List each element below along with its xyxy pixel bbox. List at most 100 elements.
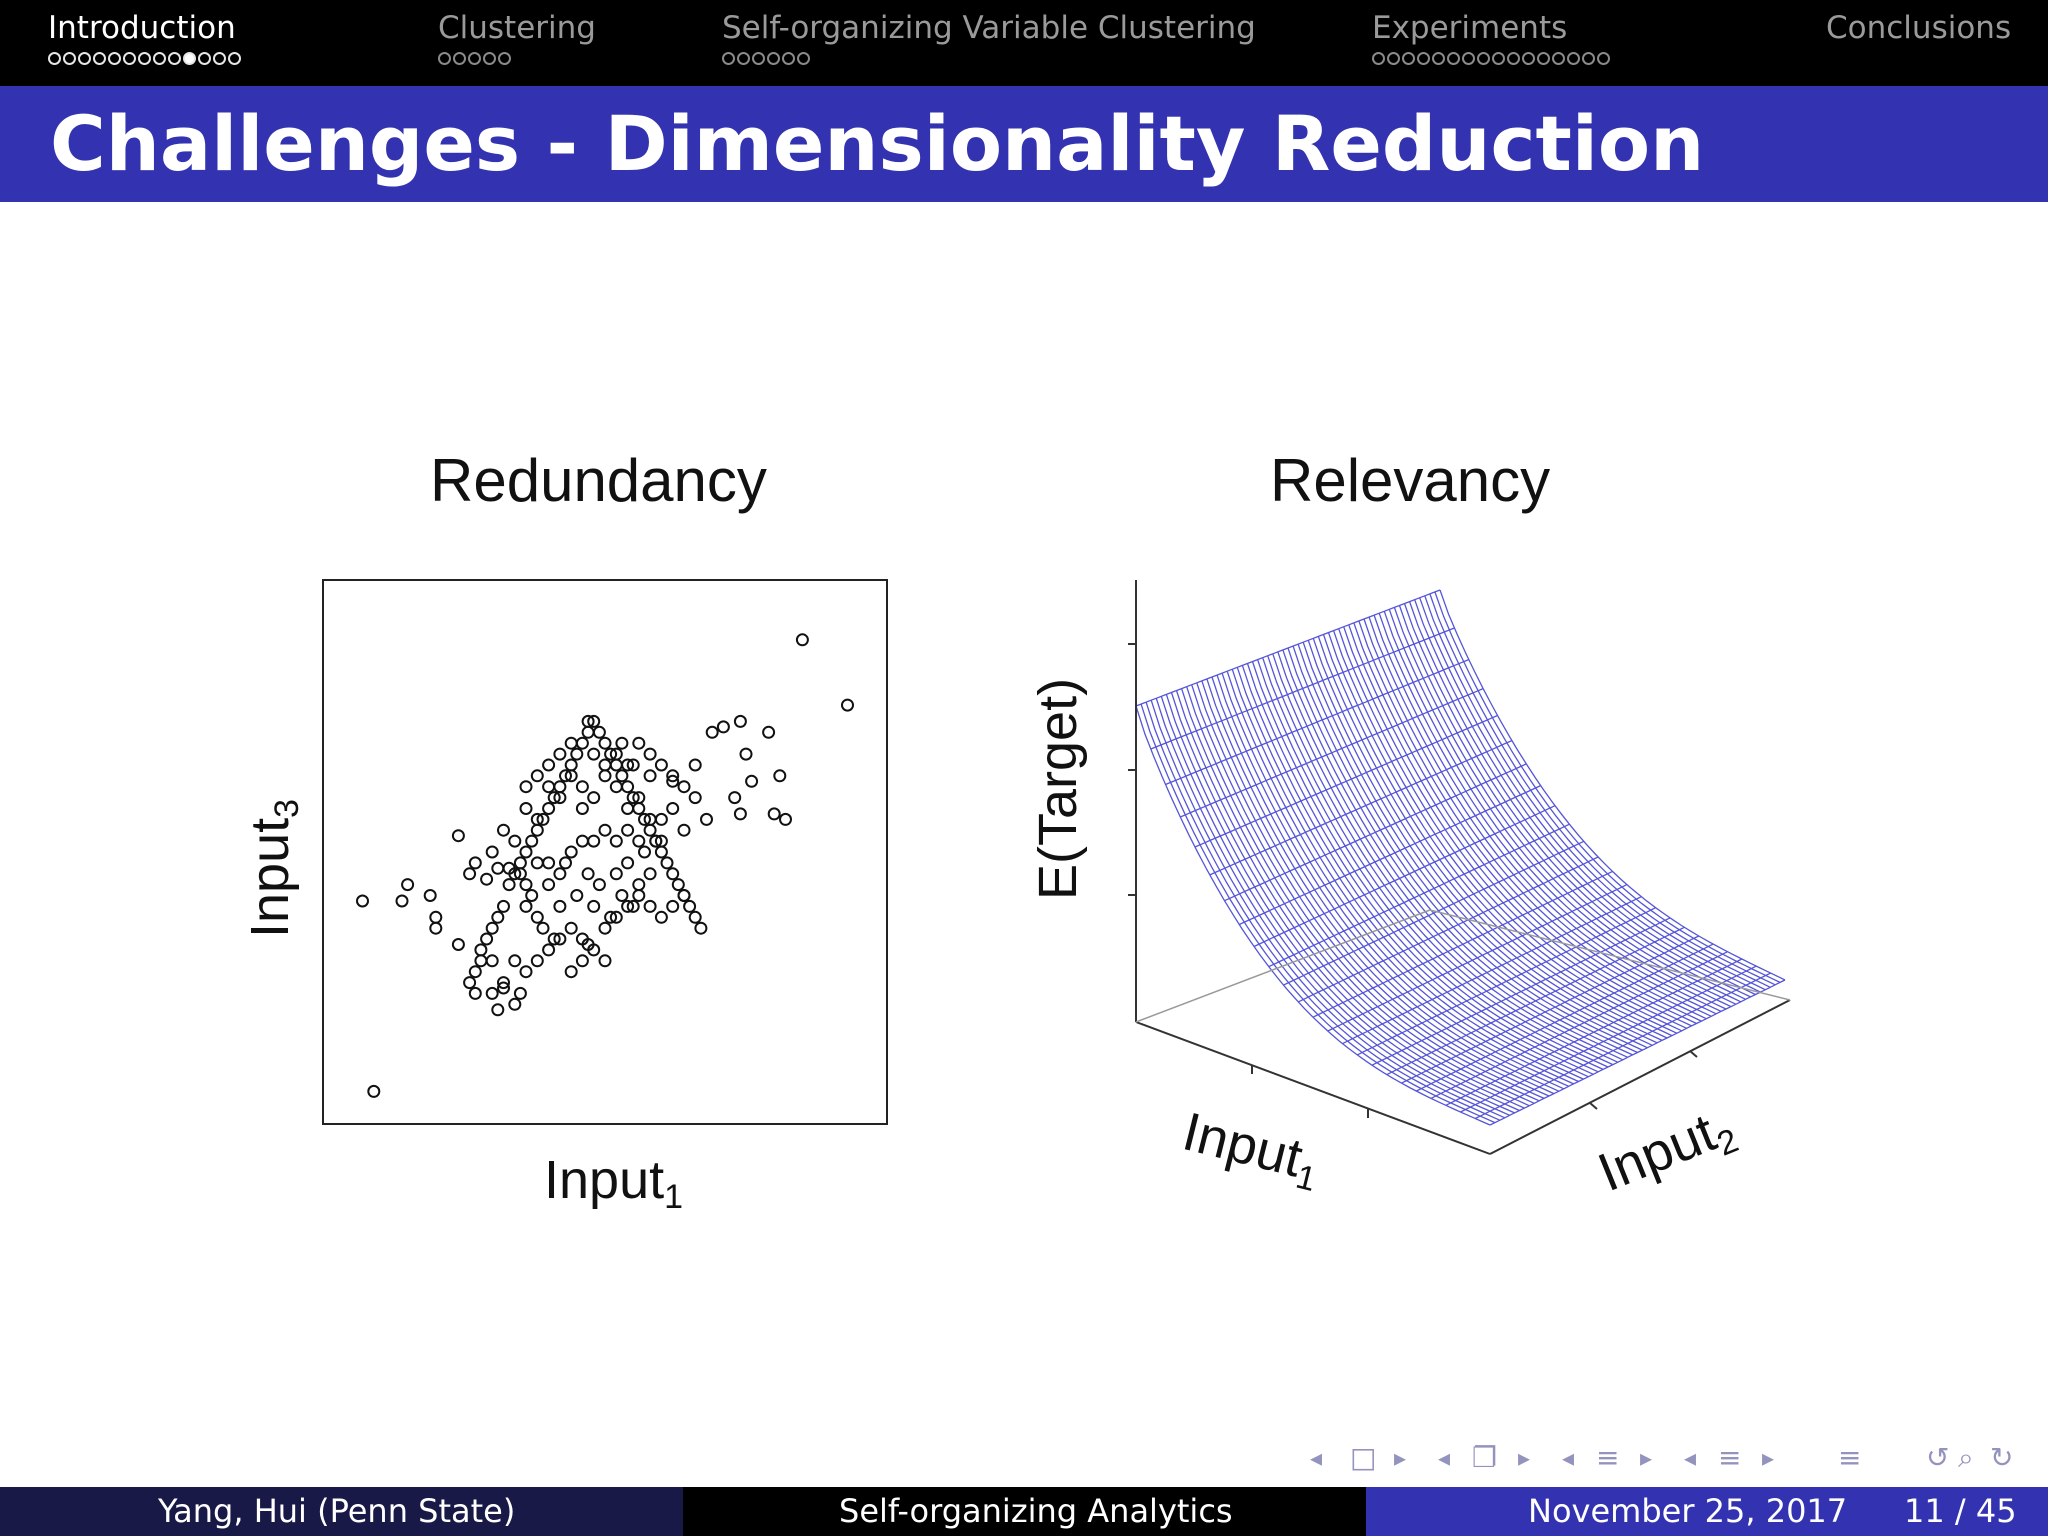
scatter-point <box>773 769 787 783</box>
nav-section-label[interactable]: Introduction <box>48 10 236 46</box>
footer-author: Yang, Hui (Penn State) <box>158 1492 516 1530</box>
nav-frame-dot[interactable] <box>737 52 750 65</box>
scatter-point <box>688 910 702 924</box>
nav-section-label[interactable]: Experiments <box>1372 10 1568 46</box>
nav-frame-dot[interactable] <box>468 52 481 65</box>
nav-frame-dot[interactable] <box>1387 52 1400 65</box>
surface-y-label-text: Input2 <box>1590 1095 1744 1208</box>
nav-frame-dot[interactable] <box>123 52 136 65</box>
scatter-point <box>401 878 415 892</box>
nav-section-label[interactable]: Conclusions <box>1826 10 2012 46</box>
scatter-point <box>497 981 510 995</box>
nav-frame-dot[interactable] <box>1492 52 1505 65</box>
nav-frame-dot[interactable] <box>93 52 106 65</box>
scatter-point <box>536 812 550 826</box>
nav-next-frame-icon[interactable]: ▸ <box>1518 1444 1531 1472</box>
scatter-point <box>632 889 646 902</box>
scatter-point <box>728 791 742 805</box>
nav-section-introduction[interactable]: Introduction <box>48 8 243 74</box>
footer-title-box: Self-organizing Analytics <box>683 1487 1366 1536</box>
nav-prev-section-icon[interactable]: ◂ <box>1684 1444 1697 1472</box>
nav-frame-dot[interactable] <box>438 52 451 65</box>
nav-frame-dot[interactable] <box>228 52 241 65</box>
nav-next-subsection-icon[interactable]: ▸ <box>1640 1444 1653 1472</box>
scatter-point <box>468 856 482 870</box>
nav-frame-dot[interactable] <box>752 52 765 65</box>
nav-prev-slide-icon[interactable]: ◂ <box>1310 1444 1323 1472</box>
scatter-point <box>508 834 522 848</box>
forward-icon[interactable]: ↻ <box>1990 1441 2014 1474</box>
nav-frame-dot[interactable] <box>722 52 735 65</box>
section-icon[interactable]: ≡ <box>1718 1441 1742 1474</box>
scatter-point <box>779 812 792 826</box>
nav-next-slide-icon[interactable]: ▸ <box>1394 1444 1407 1472</box>
nav-section-label[interactable]: Clustering <box>438 10 596 46</box>
nav-frame-dot[interactable] <box>78 52 91 65</box>
nav-frame-dot[interactable] <box>1567 52 1580 65</box>
nav-frame-dot[interactable] <box>1522 52 1535 65</box>
nav-section-experiments[interactable]: Experiments <box>1372 8 1612 74</box>
nav-frame-dot[interactable] <box>1372 52 1385 65</box>
nav-next-section-icon[interactable]: ▸ <box>1762 1444 1775 1472</box>
nav-frame-dot[interactable] <box>138 52 151 65</box>
nav-frame-dot[interactable] <box>1597 52 1610 65</box>
scatter-point <box>570 747 584 761</box>
nav-frame-dot[interactable] <box>1402 52 1415 65</box>
nav-frame-dot[interactable] <box>498 52 511 65</box>
scatter-point <box>767 807 781 821</box>
nav-section-clustering[interactable]: Clustering <box>438 8 596 74</box>
nav-frame-dots <box>438 52 596 74</box>
nav-section-label[interactable]: Self-organizing Variable Clustering <box>722 10 1256 46</box>
surface-grid-line <box>1475 972 1771 1120</box>
nav-frame-dot[interactable] <box>483 52 496 65</box>
scatter-point <box>654 910 668 924</box>
scatter-point <box>643 899 657 913</box>
scatter-point <box>559 769 572 783</box>
scatter-point <box>621 758 635 772</box>
nav-frame-dot[interactable] <box>1462 52 1475 65</box>
scatter-point <box>519 899 533 913</box>
nav-frame-dot[interactable] <box>1582 52 1595 65</box>
nav-frame-dot[interactable] <box>198 52 211 65</box>
nav-section-conclusions[interactable]: Conclusions <box>1826 8 2011 74</box>
scatter-point <box>621 823 635 837</box>
nav-frame-dot[interactable] <box>1477 52 1490 65</box>
nav-frame-dot[interactable] <box>1537 52 1550 65</box>
nav-frame-dot[interactable] <box>168 52 181 65</box>
scatter-point <box>649 834 663 848</box>
nav-frame-dot[interactable] <box>1552 52 1565 65</box>
nav-frame-dot[interactable] <box>48 52 61 65</box>
scatter-point <box>547 932 561 946</box>
nav-frame-dot[interactable] <box>63 52 76 65</box>
surface-z-label-text: E(Target) <box>1028 678 1088 900</box>
surface-grid-line <box>1312 870 1613 1018</box>
nav-frame-dot[interactable] <box>782 52 795 65</box>
search-icon[interactable]: ⌕ <box>1958 1441 1974 1474</box>
nav-frame-dot[interactable] <box>1432 52 1445 65</box>
nav-section-self-organizing[interactable]: Self-organizing Variable Clustering <box>722 8 1256 74</box>
frame-icon[interactable]: ❐ <box>1472 1441 1498 1474</box>
nav-prev-frame-icon[interactable]: ◂ <box>1438 1444 1451 1472</box>
nav-frame-dot[interactable] <box>1447 52 1460 65</box>
nav-frame-dot[interactable] <box>183 52 196 65</box>
scatter-point <box>553 780 567 794</box>
scatter-point <box>677 889 691 902</box>
nav-frame-dot[interactable] <box>767 52 780 65</box>
nav-prev-subsection-icon[interactable]: ◂ <box>1562 1444 1575 1472</box>
nav-frame-dot[interactable] <box>453 52 466 65</box>
scatter-point <box>626 758 640 772</box>
scatter-point <box>491 861 505 875</box>
slide-icon[interactable]: □ <box>1350 1441 1377 1474</box>
nav-frame-dot[interactable] <box>1507 52 1520 65</box>
nav-frame-dot[interactable] <box>153 52 166 65</box>
scatter-point <box>604 747 618 761</box>
nav-frame-dot[interactable] <box>797 52 810 65</box>
appendix-icon[interactable]: ≡ <box>1838 1441 1862 1474</box>
nav-frame-dot[interactable] <box>1417 52 1430 65</box>
nav-frame-dot[interactable] <box>108 52 121 65</box>
back-icon[interactable]: ↺ <box>1926 1441 1950 1474</box>
scatter-point <box>643 867 657 881</box>
nav-frame-dot[interactable] <box>213 52 226 65</box>
subsection-icon[interactable]: ≡ <box>1596 1441 1620 1474</box>
footer-talk-title: Self-organizing Analytics <box>839 1492 1233 1530</box>
